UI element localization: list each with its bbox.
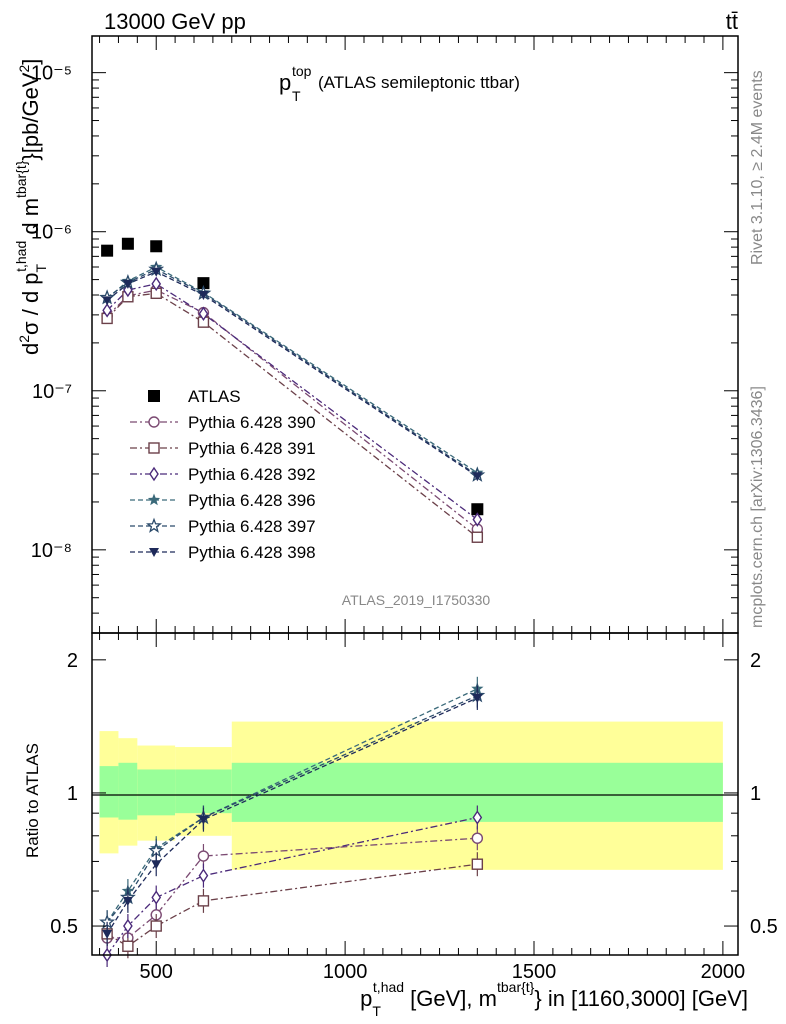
legend-marker	[149, 466, 159, 482]
ratio-ytick-label-right: 1	[750, 783, 761, 805]
main-point-s3-4	[472, 512, 483, 527]
ratio-uncertainty-bands	[99, 721, 723, 870]
legend-entry: ATLAS	[148, 387, 241, 406]
ratio-point-s2-4	[472, 810, 483, 825]
legend-label: Pythia 6.428 390	[188, 413, 316, 432]
legend-marker	[149, 548, 159, 557]
header-left: 13000 GeV pp	[104, 9, 246, 34]
main-point-s3-3	[198, 306, 209, 322]
legend-marker	[148, 416, 160, 428]
legend-marker	[148, 442, 160, 454]
legend: ATLAS Pythia 6.428 390 Pythia 6.428 391 Pyt…	[130, 387, 316, 562]
ratio-axis-ticks: 500 1000 1500 2000 0.5 0.5 1 1 2 2	[50, 633, 778, 983]
ratio-point-s0-3	[197, 850, 210, 862]
ratio-point-s5-4	[472, 693, 483, 703]
ratio-point-s1-2	[150, 920, 162, 932]
legend-label: Pythia 6.428 392	[188, 465, 316, 484]
legend-label: Pythia 6.428 396	[188, 491, 316, 510]
ratio-point-s2-2	[151, 890, 162, 905]
legend-label: ATLAS	[188, 387, 241, 406]
main-point-s0-3	[197, 277, 210, 290]
x-axis-label-text: pTt,had [GeV], mtbar{t}} in [1160,3000] …	[360, 979, 748, 1019]
ratio-ytick-label-right: 2	[750, 650, 761, 672]
ratio-point-s0-4	[471, 832, 484, 844]
ratio-series-line-4	[106, 695, 478, 923]
title-rest: (ATLAS semileptonic ttbar)	[318, 73, 520, 92]
main-ytick-label: 10⁻⁶	[31, 222, 72, 244]
legend-entry: Pythia 6.428 390	[130, 413, 316, 432]
ratio-ytick-label-left: 0.5	[50, 916, 78, 938]
main-point-s3-0	[102, 303, 112, 318]
ratio-series-points	[99, 676, 486, 967]
ratio-xtick-label: 2000	[701, 961, 746, 983]
main-series-line-3	[106, 283, 478, 521]
ratio-xtick-label: 1000	[323, 961, 368, 983]
main-point-s0-1	[121, 237, 134, 250]
main-series-line-2	[106, 292, 478, 538]
plot-title: p T top (ATLAS semileptonic ttbar)	[279, 63, 520, 104]
main-ytick-label: 10⁻⁵	[31, 63, 72, 85]
title-main: p	[279, 70, 291, 95]
main-series-line-1	[106, 289, 478, 530]
main-point-s0-4	[471, 503, 484, 516]
mcplots-label: mcplots.cern.ch [arXiv:1306.3436]	[749, 386, 766, 628]
main-point-s3-2	[151, 276, 162, 292]
ratio-series-line-5	[106, 697, 478, 935]
legend-label: Pythia 6.428 397	[188, 517, 316, 536]
title-sub: T	[292, 88, 301, 104]
legend-label: Pythia 6.428 398	[188, 543, 316, 562]
ratio-series-line-1	[106, 863, 478, 948]
legend-entry: Pythia 6.428 397	[130, 517, 316, 536]
main-point-s6-4	[472, 472, 483, 482]
legend-marker	[148, 390, 160, 402]
legend-marker	[147, 493, 161, 506]
main-point-s2-4	[471, 531, 484, 543]
ratio-ytick-label-left: 2	[67, 650, 78, 672]
ratio-point-s2-3	[198, 868, 209, 883]
legend-label: Pythia 6.428 391	[188, 439, 316, 458]
ratio-point-s5-0	[102, 929, 113, 939]
analysis-watermark: ATLAS_2019_I1750330	[342, 592, 491, 608]
main-point-s0-0	[101, 244, 114, 257]
ratio-point-s1-1	[122, 940, 134, 952]
header-right: tt̄	[726, 9, 738, 34]
main-axis-ticks: 10⁻⁸ 10⁻⁷ 10⁻⁶ 10⁻⁵	[31, 36, 738, 634]
ratio-stat-band	[99, 766, 119, 818]
legend-entry: Pythia 6.428 392	[130, 465, 316, 484]
legend-entry: Pythia 6.428 396	[130, 491, 316, 510]
legend-marker	[146, 517, 162, 533]
ratio-stat-band	[118, 762, 138, 820]
ratio-xtick-label: 1500	[512, 961, 557, 983]
main-series-points	[99, 237, 486, 543]
ratio-ytick-label-right: 0.5	[750, 916, 778, 938]
main-point-s6-0	[102, 296, 113, 306]
title-sup: top	[292, 63, 312, 79]
main-point-s6-3	[198, 291, 209, 301]
main-point-s6-2	[151, 267, 162, 277]
main-point-s6-1	[122, 279, 133, 289]
ratio-point-s1-4	[471, 858, 484, 870]
main-y-label-text: d2σ / d pTt,had d mtbar{t}}[pb/GeV2]	[13, 59, 49, 355]
ratio-xtick-label: 500	[140, 961, 173, 983]
ratio-point-s5-2	[151, 860, 162, 870]
main-point-s0-2	[150, 240, 163, 253]
ratio-point-s1-3	[197, 895, 210, 907]
legend-entry: Pythia 6.428 391	[130, 439, 316, 458]
ratio-point-s5-1	[122, 896, 133, 906]
ratio-point-s2-1	[123, 918, 133, 934]
main-y-label: d2σ / d pTt,had d mtbar{t}}[pb/GeV2]	[13, 59, 49, 355]
ratio-stat-band	[137, 769, 176, 816]
x-axis-label: pTt,had [GeV], mtbar{t}} in [1160,3000] …	[360, 979, 748, 1019]
main-ytick-label: 10⁻⁷	[32, 381, 72, 403]
rivet-version-label: Rivet 3.1.10, ≥ 2.4M events	[749, 70, 766, 265]
ratio-point-s5-3	[198, 815, 209, 825]
ratio-ytick-label-left: 1	[67, 783, 78, 805]
ratio-y-label: Ratio to ATLAS	[23, 743, 42, 858]
ratio-plot-frame	[91, 632, 739, 956]
legend-entry: Pythia 6.428 398	[130, 543, 316, 562]
main-ytick-label: 10⁻⁸	[31, 540, 72, 562]
